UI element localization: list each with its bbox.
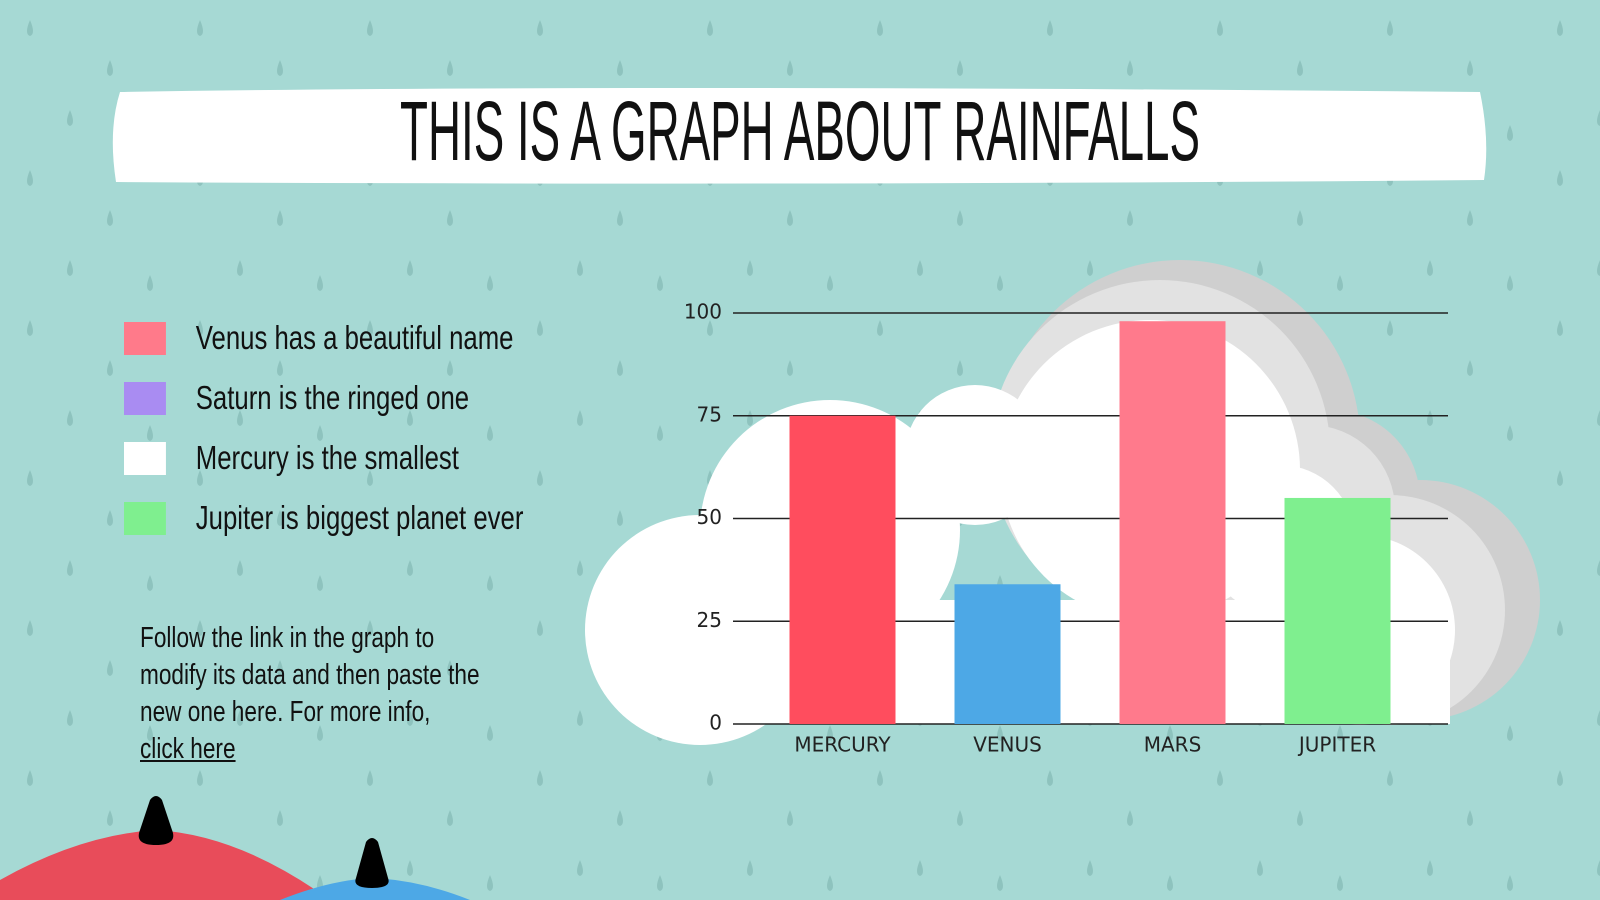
legend-label: Mercury is the smallest: [195, 439, 459, 476]
note: Follow the link in the graph to modify i…: [140, 620, 491, 768]
bar: [1119, 321, 1226, 724]
bar: [1284, 497, 1391, 724]
umbrellas: [0, 796, 470, 900]
legend-item: Venus has a beautiful name: [124, 308, 523, 368]
x-tick-label: JUPITER: [1297, 733, 1376, 757]
legend-item: Saturn is the ringed one: [124, 368, 523, 428]
legend-swatch: [124, 501, 166, 535]
legend-swatch: [124, 381, 166, 415]
y-tick-label: 75: [697, 402, 722, 426]
bar: [789, 415, 896, 724]
y-tick-label: 0: [709, 711, 722, 735]
legend-label: Jupiter is biggest planet ever: [195, 499, 524, 536]
note-text: Follow the link in the graph to modify i…: [140, 622, 480, 728]
legend-label: Saturn is the ringed one: [195, 379, 470, 416]
x-tick-label: VENUS: [973, 733, 1042, 757]
slide-title: THIS IS A GRAPH ABOUT RAINFALLS: [400, 84, 1200, 178]
legend-swatch: [124, 441, 166, 475]
bar: [954, 584, 1061, 724]
x-tick-label: MARS: [1144, 733, 1202, 757]
legend-label: Venus has a beautiful name: [195, 319, 514, 356]
title-banner: [112, 88, 1487, 184]
legend-item: Mercury is the smallest: [124, 428, 523, 488]
y-tick-label: 25: [697, 608, 722, 632]
legend-item: Jupiter is biggest planet ever: [124, 488, 523, 548]
x-tick-label: MERCURY: [794, 733, 891, 757]
y-tick-label: 50: [697, 505, 722, 529]
legend: Venus has a beautiful name Saturn is the …: [124, 308, 523, 548]
legend-swatch: [124, 321, 166, 355]
info-link[interactable]: click here: [140, 733, 236, 765]
y-tick-label: 100: [684, 300, 722, 324]
